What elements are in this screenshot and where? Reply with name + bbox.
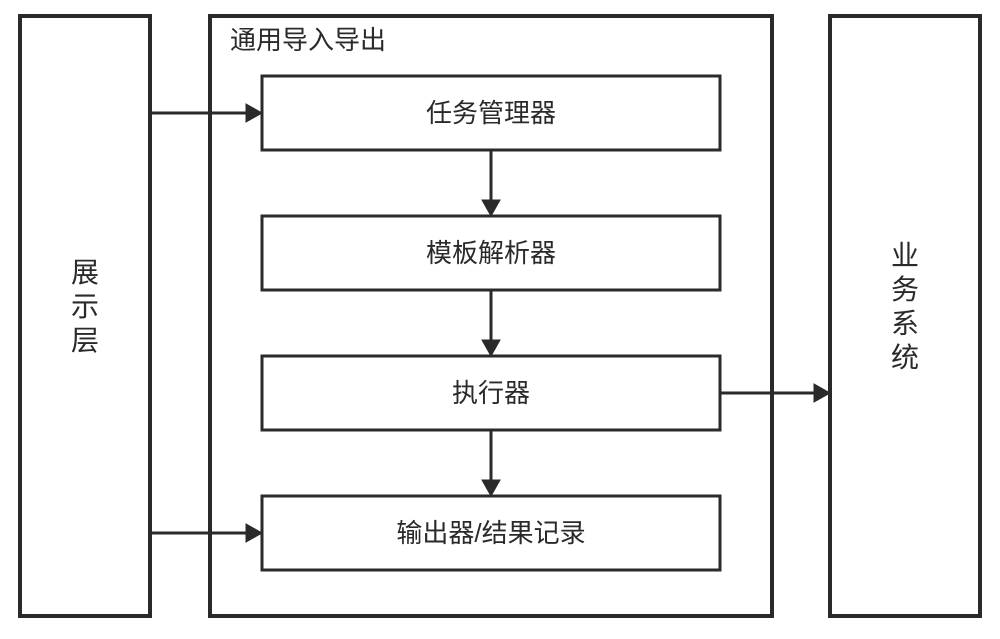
arrowhead (482, 200, 500, 216)
arrowhead (482, 340, 500, 356)
arrowhead (246, 104, 262, 122)
task-manager-label: 任务管理器 (426, 98, 556, 128)
arrowhead (246, 524, 262, 542)
vertical-label: 业务系统 (891, 240, 919, 373)
vertical-label: 展示层 (71, 257, 99, 356)
arrowhead (482, 480, 500, 496)
architecture-diagram: 展示层 通用导入导出业务系统 任务管理器模板解析器执行器输出器/结果记录 (0, 0, 1000, 639)
template-parser-label: 模板解析器 (426, 238, 556, 268)
output-recorder-label: 输出器/结果记录 (396, 518, 585, 548)
executor-label: 执行器 (452, 378, 530, 408)
center-panel-title: 通用导入导出 (230, 25, 386, 55)
arrowhead (814, 384, 830, 402)
